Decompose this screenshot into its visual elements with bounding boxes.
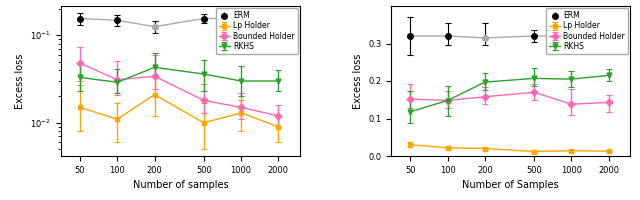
Y-axis label: Excess loss: Excess loss — [353, 53, 362, 109]
Y-axis label: Excess loss: Excess loss — [15, 53, 25, 109]
X-axis label: Number of samples: Number of samples — [132, 180, 228, 190]
Legend: ERM, Lp Holder, Bounded Holder, RKHS: ERM, Lp Holder, Bounded Holder, RKHS — [216, 8, 298, 54]
Legend: ERM, Lp Holder, Bounded Holder, RKHS: ERM, Lp Holder, Bounded Holder, RKHS — [546, 8, 628, 54]
X-axis label: Number of Samples: Number of Samples — [463, 180, 559, 190]
